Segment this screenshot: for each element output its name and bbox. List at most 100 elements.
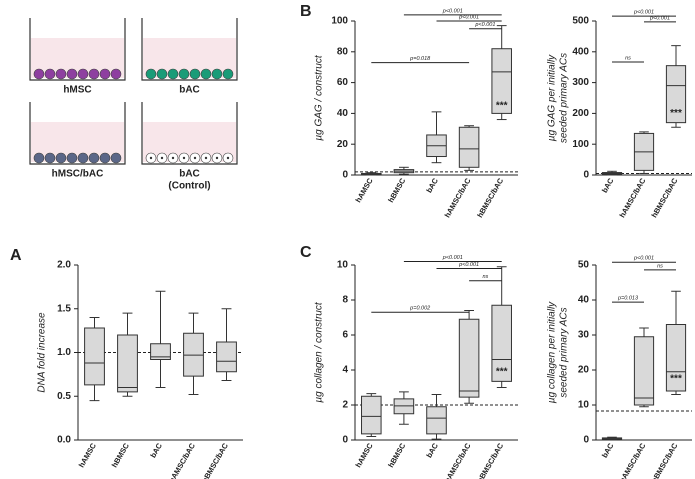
- y-axis-label: µg GAG per initially: [547, 54, 558, 141]
- cell: [110, 68, 122, 80]
- cell-nucleus: [171, 156, 175, 160]
- bracket-label: ns: [482, 274, 488, 280]
- bracket-label: p<0.001: [633, 10, 654, 16]
- well-label: bAC: [179, 169, 200, 180]
- cell: [88, 152, 100, 164]
- y-tick-label: 30: [578, 330, 590, 341]
- cell: [200, 68, 212, 80]
- bracket-label: p=0.002: [409, 306, 430, 312]
- y-tick-label: 2.0: [57, 260, 71, 271]
- bracket-label: p=0.018: [409, 56, 431, 62]
- x-tick-label: hBMSC/bAC: [650, 176, 680, 219]
- medium: [143, 38, 236, 78]
- y-tick-label: 20: [337, 139, 349, 150]
- cell: [33, 152, 45, 164]
- y-tick-label: 200: [572, 108, 589, 119]
- y-tick-label: 0: [583, 435, 589, 446]
- y-axis-label: seeded primary ACs: [559, 307, 570, 397]
- cell: [211, 68, 223, 80]
- y-tick-label: 40: [578, 295, 590, 306]
- y-tick-label: 100: [331, 16, 348, 27]
- cell: [178, 68, 190, 80]
- cell: [99, 68, 111, 80]
- y-tick-label: 1.0: [57, 347, 71, 358]
- x-tick-label: hAMSC: [354, 176, 375, 204]
- box: [117, 334, 138, 393]
- x-tick-label: bAC: [600, 441, 616, 459]
- medium: [31, 122, 124, 162]
- y-tick-label: 40: [337, 108, 349, 119]
- cell: [110, 152, 122, 164]
- cell-nucleus: [160, 156, 164, 160]
- significance: ***: [670, 373, 682, 384]
- x-tick-label: hBMSC/bAC: [475, 176, 505, 219]
- cell: [55, 68, 67, 80]
- cell: [55, 152, 67, 164]
- y-tick-label: 8: [342, 295, 348, 306]
- well: [141, 18, 238, 81]
- bracket-label: p<0.001: [633, 256, 654, 262]
- y-tick-label: 300: [572, 77, 589, 88]
- box: [216, 341, 237, 373]
- box: [665, 324, 687, 392]
- x-tick-label: bAC: [424, 176, 440, 194]
- cell-nucleus: [149, 156, 153, 160]
- y-tick-label: 10: [337, 260, 349, 271]
- bracket-label: ns: [657, 263, 663, 269]
- y-tick-label: 2: [342, 400, 348, 411]
- box: [458, 126, 480, 168]
- well-label: hMSC: [63, 85, 91, 96]
- cell-nucleus: [182, 156, 186, 160]
- x-tick-label: hAMSC/bAC: [618, 176, 648, 219]
- cell: [66, 68, 78, 80]
- bracket-label: p<0.001: [649, 15, 670, 21]
- y-tick-label: 60: [337, 77, 349, 88]
- x-tick-label: hAMSC/bAC: [167, 441, 197, 479]
- x-tick-label: hBMSC: [110, 441, 131, 469]
- y-tick-label: 0.0: [57, 435, 71, 446]
- cell: [33, 68, 45, 80]
- x-tick-label: hBMSC: [386, 176, 407, 204]
- well-label: (Control): [168, 181, 210, 192]
- y-axis-label: DNA fold increase: [37, 312, 48, 393]
- box: [426, 406, 447, 435]
- box: [361, 395, 382, 435]
- cell: [99, 152, 111, 164]
- cell: [88, 68, 100, 80]
- y-axis-label: µg GAG / construct: [314, 54, 325, 140]
- bracket-label: p<0.001: [474, 22, 495, 28]
- y-tick-label: 6: [342, 330, 348, 341]
- cell: [167, 68, 179, 80]
- y-tick-label: 0: [583, 170, 589, 181]
- y-axis-label: µg collagen per initially: [547, 301, 558, 403]
- cell: [77, 152, 89, 164]
- bracket-label: p<0.001: [442, 255, 463, 261]
- cell: [145, 68, 157, 80]
- x-tick-label: hAMSC: [77, 441, 98, 469]
- y-tick-label: 100: [572, 139, 589, 150]
- y-tick-label: 10: [578, 400, 590, 411]
- x-tick-label: bAC: [424, 441, 440, 459]
- bracket-label: p<0.001: [442, 8, 463, 14]
- cell: [44, 152, 56, 164]
- box: [458, 318, 480, 398]
- well: [29, 18, 126, 81]
- y-tick-label: 80: [337, 46, 349, 57]
- medium: [143, 122, 236, 162]
- box: [491, 304, 512, 382]
- y-tick-label: 4: [342, 365, 348, 376]
- x-tick-label: bAC: [148, 441, 164, 459]
- box: [150, 343, 171, 360]
- y-tick-label: 1.5: [57, 303, 71, 314]
- cell: [156, 68, 168, 80]
- x-tick-label: hAMSC/bAC: [618, 441, 648, 479]
- box: [665, 65, 687, 124]
- x-tick-label: hBMSC/bAC: [200, 441, 230, 479]
- x-tick-label: bAC: [600, 176, 616, 194]
- x-tick-label: hBMSC: [386, 441, 407, 469]
- bracket-label: ns: [625, 55, 631, 61]
- y-tick-label: 500: [572, 16, 589, 27]
- bracket-label: p<0.001: [458, 14, 479, 20]
- panel-letter: A: [10, 247, 22, 264]
- y-tick-label: 50: [578, 260, 590, 271]
